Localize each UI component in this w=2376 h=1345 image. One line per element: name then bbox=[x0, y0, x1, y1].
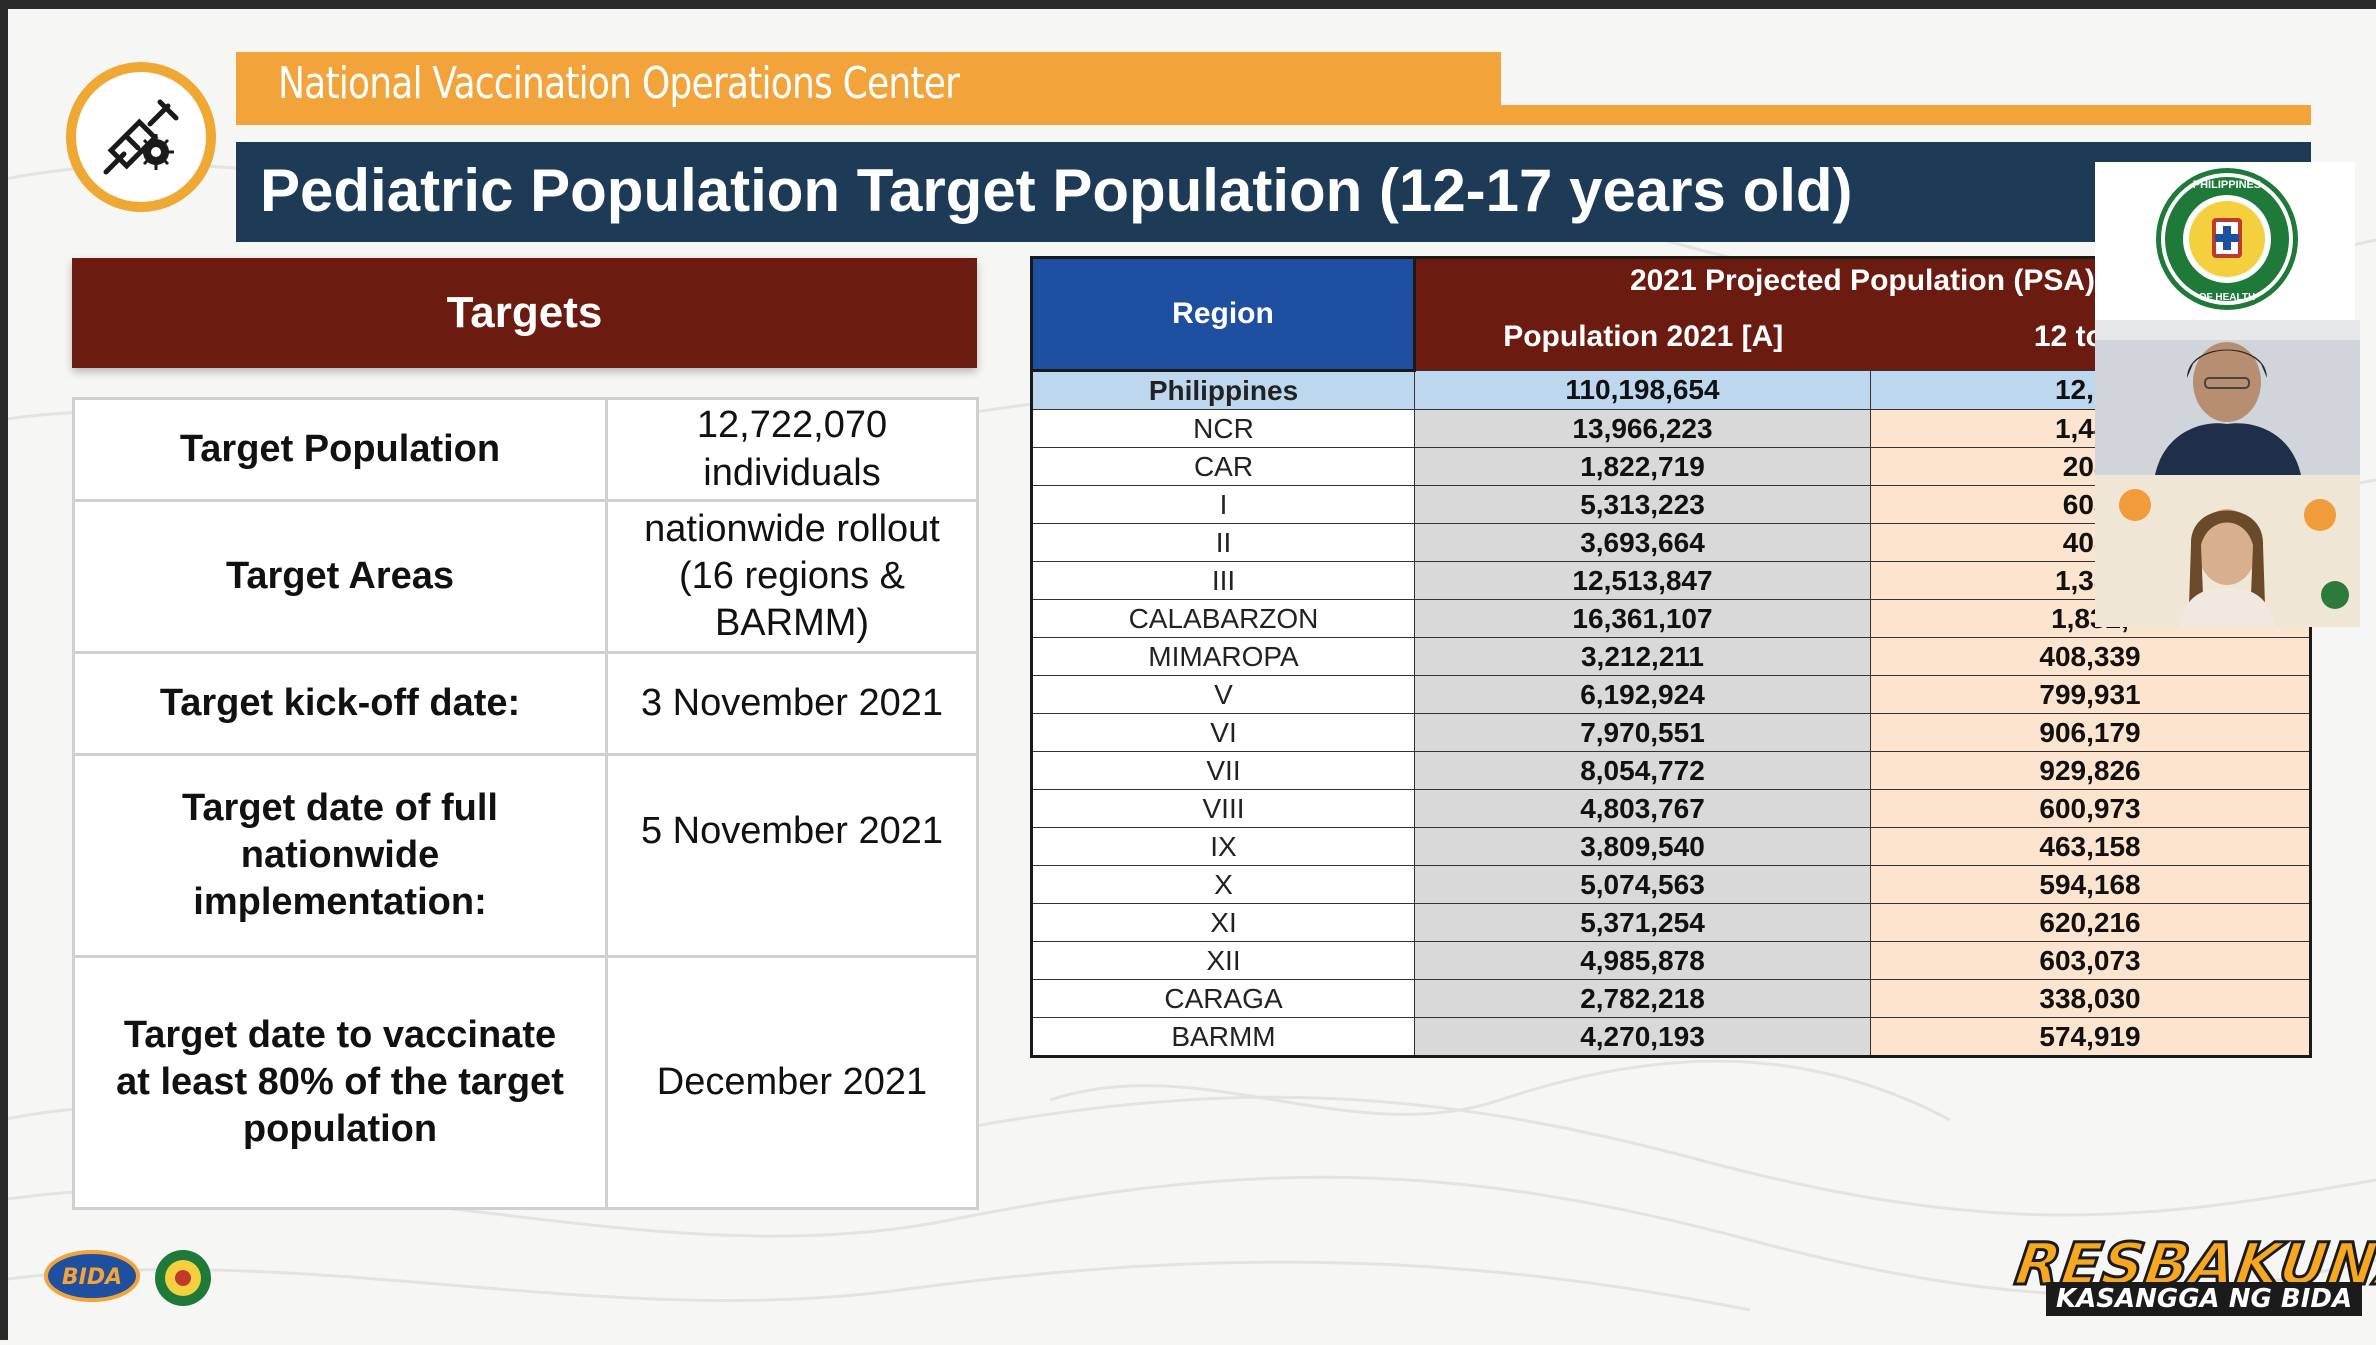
region-row: XI 5,371,254 620,216 bbox=[1031, 903, 2311, 942]
targets-row: Target date of full nationwide implement… bbox=[72, 753, 979, 958]
target-label: Target kick-off date: bbox=[72, 651, 608, 756]
region-row: IX 3,809,540 463,158 bbox=[1031, 827, 2311, 866]
age-12-17-cell: 620,216 bbox=[1870, 903, 2311, 942]
population-cell: 110,198,654 bbox=[1414, 370, 1871, 410]
region-row: VI 7,970,551 906,179 bbox=[1031, 713, 2311, 752]
population-cell: 2,782,218 bbox=[1414, 979, 1871, 1018]
svg-text:BIDA: BIDA bbox=[62, 1265, 122, 1290]
population-cell: 8,054,772 bbox=[1414, 751, 1871, 790]
ops-banner-line bbox=[236, 105, 2311, 125]
population-cell: 4,803,767 bbox=[1414, 789, 1871, 828]
population-cell: 16,361,107 bbox=[1414, 599, 1871, 638]
region-cell: VI bbox=[1031, 713, 1415, 752]
population-cell: 7,970,551 bbox=[1414, 713, 1871, 752]
population-cell: 4,270,193 bbox=[1414, 1017, 1871, 1057]
participant-video-1[interactable] bbox=[2095, 320, 2360, 475]
region-cell: XI bbox=[1031, 903, 1415, 942]
region-row: CARAGA 2,782,218 338,030 bbox=[1031, 979, 2311, 1018]
window-left-border bbox=[0, 0, 8, 1340]
targets-table: Target Population 12,722,070 individuals… bbox=[72, 397, 979, 1210]
targets-row: Target date to vaccinate at least 80% of… bbox=[72, 955, 979, 1210]
region-cell: V bbox=[1031, 675, 1415, 714]
target-label: Target Population bbox=[72, 397, 608, 502]
targets-heading: Targets bbox=[446, 288, 603, 337]
population-cell: 5,313,223 bbox=[1414, 485, 1871, 524]
bida-logo: BIDA bbox=[40, 1238, 220, 1318]
targets-row: Target kick-off date: 3 November 2021 bbox=[72, 651, 979, 756]
org-name: National Vaccination Operations Center bbox=[278, 58, 960, 109]
population-cell: 4,985,878 bbox=[1414, 941, 1871, 980]
age-12-17-cell: 603,073 bbox=[1870, 941, 2311, 980]
region-cell: II bbox=[1031, 523, 1415, 562]
doh-seal-panel: PHILIPPINES OF HEALTH bbox=[2095, 162, 2355, 322]
svg-text:PHILIPPINES: PHILIPPINES bbox=[2193, 179, 2261, 191]
resbakuna-subtitle: KASANGGA NG BIDA bbox=[2046, 1282, 2363, 1316]
targets-header: Targets bbox=[72, 258, 977, 368]
region-cell: BARMM bbox=[1031, 1017, 1415, 1057]
region-cell: X bbox=[1031, 865, 1415, 904]
region-cell: CALABARZON bbox=[1031, 599, 1415, 638]
population-cell: 3,693,664 bbox=[1414, 523, 1871, 562]
region-cell: CARAGA bbox=[1031, 979, 1415, 1018]
region-cell: MIMAROPA bbox=[1031, 637, 1415, 676]
region-cell: III bbox=[1031, 561, 1415, 600]
age-12-17-cell: 338,030 bbox=[1870, 979, 2311, 1018]
region-column-header: Region bbox=[1030, 256, 1416, 372]
doh-seal-icon: PHILIPPINES OF HEALTH bbox=[2156, 168, 2298, 310]
participant-video-2[interactable] bbox=[2095, 475, 2360, 627]
population-cell: 3,809,540 bbox=[1414, 827, 1871, 866]
age-12-17-cell: 799,931 bbox=[1870, 675, 2311, 714]
population-cell: 5,074,563 bbox=[1414, 865, 1871, 904]
age-12-17-cell: 929,826 bbox=[1870, 751, 2311, 790]
region-cell: CAR bbox=[1031, 447, 1415, 486]
region-row: MIMAROPA 3,212,211 408,339 bbox=[1031, 637, 2311, 676]
population-cell: 3,212,211 bbox=[1414, 637, 1871, 676]
population-cell: 6,192,924 bbox=[1414, 675, 1871, 714]
age-12-17-cell: 600,973 bbox=[1870, 789, 2311, 828]
population-column-header: Population 2021 [A] bbox=[1413, 303, 1871, 371]
region-cell: Philippines bbox=[1031, 370, 1415, 410]
region-row: VIII 4,803,767 600,973 bbox=[1031, 789, 2311, 828]
title-banner: Pediatric Population Target Population (… bbox=[236, 142, 2311, 242]
region-row: V 6,192,924 799,931 bbox=[1031, 675, 2311, 714]
population-cell: 13,966,223 bbox=[1414, 409, 1871, 448]
syringe-virus-icon bbox=[66, 62, 216, 212]
age-12-17-cell: 574,919 bbox=[1870, 1017, 2311, 1057]
population-cell: 1,822,719 bbox=[1414, 447, 1871, 486]
age-12-17-cell: 408,339 bbox=[1870, 637, 2311, 676]
targets-row: Target Population 12,722,070 individuals bbox=[72, 397, 979, 502]
window-top-border bbox=[0, 0, 2376, 9]
region-cell: XII bbox=[1031, 941, 1415, 980]
target-value: 5 November 2021 bbox=[605, 753, 979, 958]
population-cell: 12,513,847 bbox=[1414, 561, 1871, 600]
target-value: nationwide rollout (16 regions & BARMM) bbox=[605, 499, 979, 654]
region-cell: NCR bbox=[1031, 409, 1415, 448]
region-row: BARMM 4,270,193 574,919 bbox=[1031, 1017, 2311, 1057]
region-row: CAR 1,822,719 208, bbox=[1031, 447, 2311, 486]
region-cell: VIII bbox=[1031, 789, 1415, 828]
region-row: VII 8,054,772 929,826 bbox=[1031, 751, 2311, 790]
region-cell: I bbox=[1031, 485, 1415, 524]
target-value: December 2021 bbox=[605, 955, 979, 1210]
target-label: Target date to vaccinate at least 80% of… bbox=[72, 955, 608, 1210]
region-cell: IX bbox=[1031, 827, 1415, 866]
targets-row: Target Areas nationwide rollout (16 regi… bbox=[72, 499, 979, 654]
age-12-17-cell: 594,168 bbox=[1870, 865, 2311, 904]
target-value: 3 November 2021 bbox=[605, 651, 979, 756]
target-label: Target date of full nationwide implement… bbox=[72, 753, 608, 958]
region-cell: VII bbox=[1031, 751, 1415, 790]
age-12-17-cell: 463,158 bbox=[1870, 827, 2311, 866]
svg-text:OF HEALTH: OF HEALTH bbox=[2199, 292, 2255, 303]
page-title: Pediatric Population Target Population (… bbox=[260, 157, 1853, 224]
age-12-17-cell: 906,179 bbox=[1870, 713, 2311, 752]
target-value: 12,722,070 individuals bbox=[605, 397, 979, 502]
region-row: X 5,074,563 594,168 bbox=[1031, 865, 2311, 904]
target-label: Target Areas bbox=[72, 499, 608, 654]
region-row: XII 4,985,878 603,073 bbox=[1031, 941, 2311, 980]
population-cell: 5,371,254 bbox=[1414, 903, 1871, 942]
